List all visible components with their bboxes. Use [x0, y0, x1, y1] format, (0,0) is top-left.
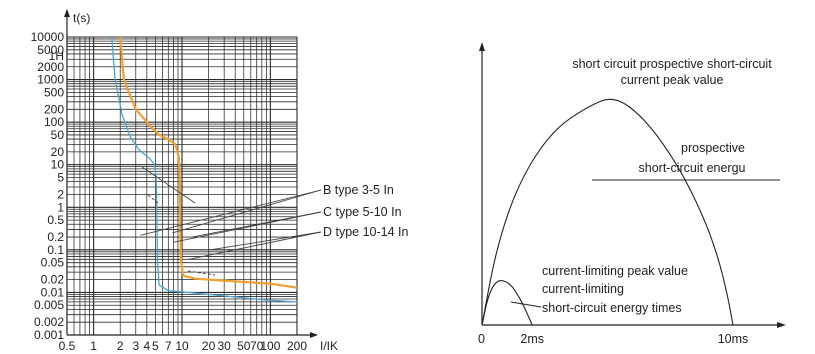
trip-curve-2 [119, 36, 298, 289]
y-tick-label: 0.2 [47, 230, 64, 244]
waveform-x-tick-label: 2ms [520, 332, 544, 346]
trip-curve-1 [111, 36, 298, 303]
label-limiting-peak: current-limiting peak value [542, 264, 688, 278]
annotations: B type 3-5 In C type 5-10 In D type 10-14 … [140, 166, 409, 276]
annotation-label: B type 3-5 In [323, 183, 394, 197]
waveform-x-tick-label: 0 [478, 332, 485, 346]
y-tick-label: 1000 [37, 73, 64, 87]
y-tick-label: 10000 [31, 30, 65, 44]
x-tick-label: 4 [143, 339, 150, 353]
waveform-axes [479, 42, 786, 328]
waveform-x-axis-arrow [777, 322, 786, 328]
axes: t(s) I/IK [64, 9, 338, 353]
annotation-label: D type 10-14 In [323, 225, 409, 239]
y-tick-label: 0.02 [41, 273, 65, 287]
grid [66, 36, 298, 336]
y-tick-label: 5 [57, 171, 64, 185]
x-tick-label: 70 [250, 339, 264, 353]
annotation-label: C type 5-10 In [323, 205, 402, 219]
y-tick-label: 10 [51, 158, 65, 172]
y-tick-label: 5000 [37, 43, 64, 57]
y-tick-label: 0.001 [34, 328, 64, 342]
y-tick-label: 0.5 [47, 213, 64, 227]
x-tick-label: 2 [117, 339, 124, 353]
label-prospective-peak-1: short circuit prospective short-circuit [572, 57, 772, 71]
y-axis-label: t(s) [73, 11, 90, 25]
y-tick-label: 500 [44, 85, 64, 99]
label-prospective-peak-2: current peak value [621, 73, 724, 87]
x-tick-label: 1 [90, 339, 97, 353]
annotation-pointer [210, 231, 322, 251]
label-prospective-energy-1: prospective [681, 141, 745, 155]
label-limiting: current-limiting [542, 282, 624, 296]
x-tick-label: 50 [237, 339, 251, 353]
x-tick-label: 7 [165, 339, 172, 353]
y-tick-label: 100 [44, 115, 64, 129]
waveform-y-axis-arrow [479, 42, 485, 51]
x-tick-label: 5 [152, 339, 159, 353]
label-prospective-energy-2: short-circuit energu [639, 161, 746, 175]
x-tick-label: 30 [217, 339, 231, 353]
series [111, 36, 298, 303]
annotation-leader-b [147, 194, 159, 204]
y-tick-label: 0.05 [41, 256, 65, 270]
waveform-x-tick-label: 10ms [718, 332, 749, 346]
y-tick-label: 20 [51, 145, 65, 159]
y-axis-arrow [64, 9, 70, 17]
annotation-pointer [191, 211, 322, 238]
y-tick-label: 2000 [37, 60, 64, 74]
annotation-leader-c [187, 270, 216, 276]
limited-current-curve [481, 280, 533, 326]
y-tick-label: 0.1 [47, 243, 64, 257]
x-tick-label: 200 [287, 339, 307, 353]
y-tick-label: 50 [51, 128, 65, 142]
annotation-pointer [140, 189, 322, 236]
y-tick-label: 0.002 [34, 315, 64, 329]
label-energy-times: short-circuit energy times [542, 301, 682, 315]
x-axis-label: I/IK [320, 339, 338, 353]
energy-times-pointer [510, 301, 542, 308]
annotation-leader-a [141, 166, 196, 204]
y-tick-label: 1H [49, 49, 64, 63]
y-tick-label: 1 [57, 200, 64, 214]
annotation-pointer [172, 189, 322, 234]
prospective-current-curve [481, 98, 734, 326]
waveform-series [481, 98, 734, 326]
waveform-x-tick-labels: 0 2ms 10ms [478, 332, 748, 346]
y-tick-label: 2 [57, 187, 64, 201]
x-axis-arrow [310, 332, 318, 338]
annotation-pointer [188, 231, 322, 260]
x-tick-label: 10 [175, 339, 189, 353]
x-tick-label: 0.5 [59, 339, 76, 353]
x-tick-label: 3 [132, 339, 139, 353]
y-tick-label: 200 [44, 102, 64, 116]
x-tick-label: 20 [202, 339, 216, 353]
time-current-chart: t(s) I/IK 1000050001H2000100050020010050… [31, 9, 409, 353]
y-tick-label: 0.005 [34, 298, 64, 312]
x-tick-label: 100 [260, 339, 280, 353]
y-tick-label: 0.01 [41, 285, 65, 299]
